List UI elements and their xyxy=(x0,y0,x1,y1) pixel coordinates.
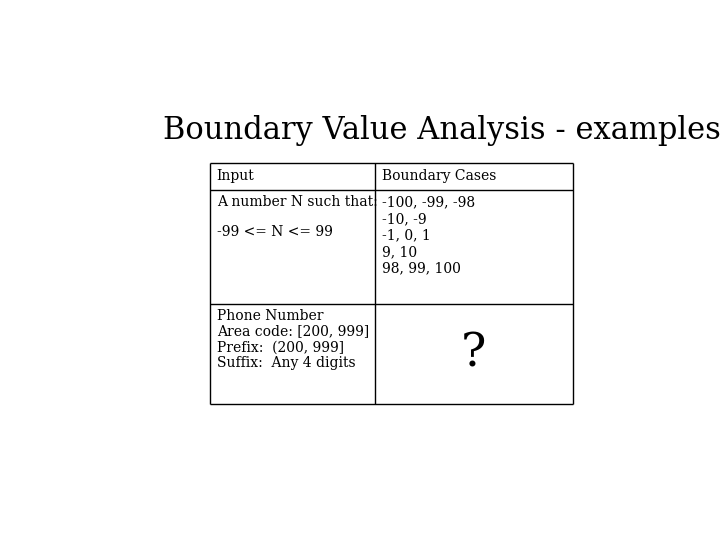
Text: 98, 99, 100: 98, 99, 100 xyxy=(382,262,461,276)
Text: Input: Input xyxy=(217,170,254,184)
Text: Boundary Value Analysis - examples: Boundary Value Analysis - examples xyxy=(163,114,720,146)
Text: -1, 0, 1: -1, 0, 1 xyxy=(382,228,431,242)
Text: ?: ? xyxy=(461,331,487,376)
Text: Suffix:  Any 4 digits: Suffix: Any 4 digits xyxy=(217,356,355,370)
Text: -99 <= N <= 99: -99 <= N <= 99 xyxy=(217,225,333,239)
Text: Phone Number: Phone Number xyxy=(217,308,323,322)
Text: A number N such that:: A number N such that: xyxy=(217,195,377,209)
Text: 9, 10: 9, 10 xyxy=(382,245,417,259)
Text: Boundary Cases: Boundary Cases xyxy=(382,170,496,184)
Text: Area code: [200, 999]: Area code: [200, 999] xyxy=(217,325,369,339)
Text: Prefix:  (200, 999]: Prefix: (200, 999] xyxy=(217,340,343,354)
Text: -10, -9: -10, -9 xyxy=(382,212,426,226)
Text: -100, -99, -98: -100, -99, -98 xyxy=(382,195,474,209)
